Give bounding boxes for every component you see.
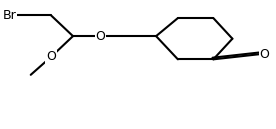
- Text: O: O: [95, 30, 105, 43]
- Text: O: O: [46, 50, 56, 63]
- Text: O: O: [260, 48, 270, 61]
- Text: Br: Br: [3, 9, 17, 22]
